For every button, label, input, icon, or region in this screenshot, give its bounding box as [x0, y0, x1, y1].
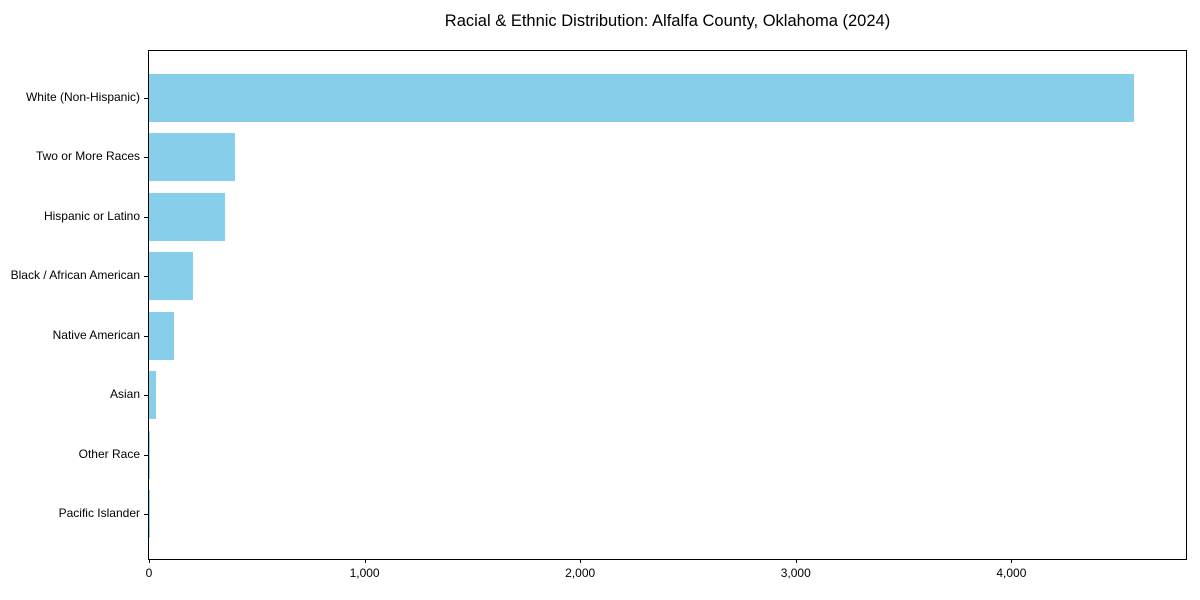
bar-native-american — [149, 311, 174, 360]
x-axis-tick — [149, 559, 150, 563]
x-tick-label: 2,000 — [565, 566, 596, 580]
x-tick-label: 0 — [145, 566, 153, 580]
y-axis-tick — [144, 216, 148, 218]
y-axis-tick — [144, 454, 148, 456]
x-axis-tick — [580, 559, 582, 563]
category-label: Two or More Races — [35, 149, 140, 164]
y-axis-tick — [144, 335, 148, 337]
y-axis-tick — [144, 395, 148, 397]
plot-area: 0 1,000 2,000 3,000 4,000 — [144, 50, 1187, 580]
bar-hispanic-or-latino — [149, 192, 225, 241]
category-label: Native American — [52, 327, 140, 342]
x-tick-label: 1,000 — [349, 566, 380, 580]
category-label: Black / African American — [10, 268, 140, 283]
x-axis-tick — [795, 559, 797, 563]
bar-asian — [149, 371, 157, 420]
category-label: Hispanic or Latino — [43, 208, 140, 223]
x-axis-tick — [1011, 559, 1013, 563]
chart-title: Racial & Ethnic Distribution: Alfalfa Co… — [444, 12, 891, 30]
y-axis-labels: White (Non-Hispanic) Two or More Races His… — [0, 50, 140, 560]
bar-other-race — [149, 430, 151, 479]
category-label: Pacific Islander — [58, 506, 140, 521]
x-axis-tick — [364, 559, 366, 563]
y-axis-tick — [144, 157, 148, 159]
x-tick-label: 3,000 — [780, 566, 811, 580]
bar-two-or-more-races — [149, 133, 235, 182]
y-axis-tick — [144, 514, 148, 516]
x-tick-label: 4,000 — [996, 566, 1027, 580]
bar-white-non-hispanic — [149, 74, 1135, 122]
category-label: White (Non-Hispanic) — [25, 90, 140, 104]
y-axis-tick — [144, 98, 148, 99]
category-label: Other Race — [78, 446, 140, 461]
bar-black-african-american — [149, 252, 193, 301]
category-label: Asian — [109, 387, 140, 402]
y-axis-tick — [144, 276, 148, 278]
